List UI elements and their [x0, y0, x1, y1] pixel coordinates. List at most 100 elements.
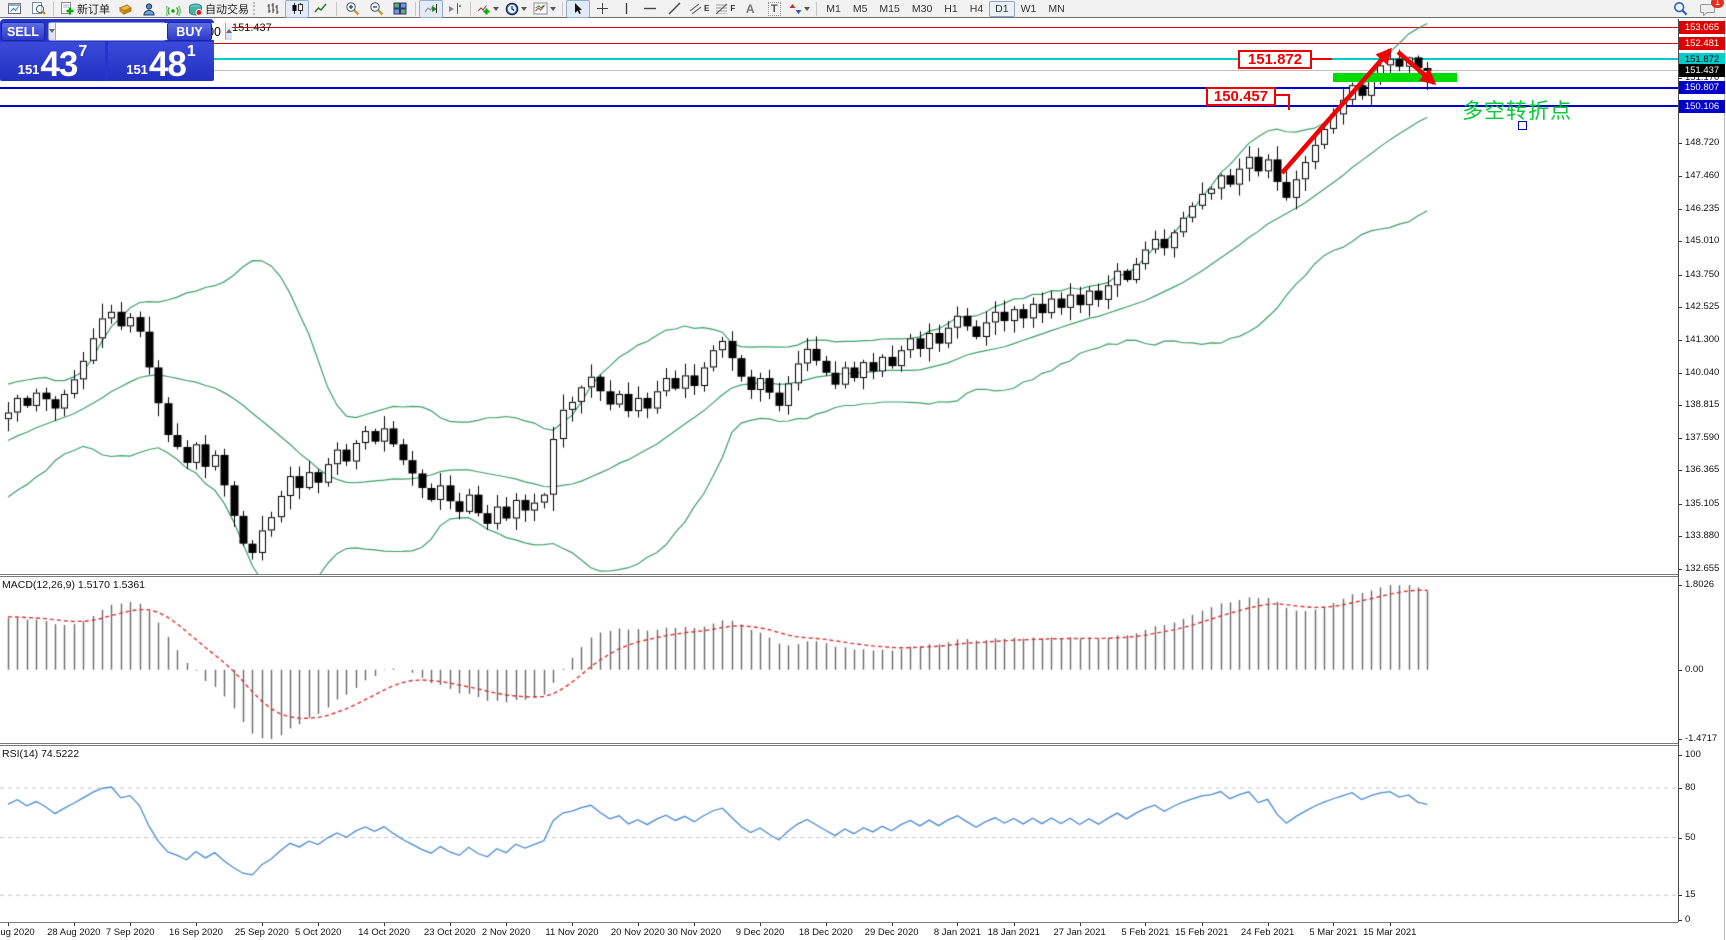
timeframe-m30[interactable]: M30 — [911, 2, 933, 15]
toolbar-separator — [562, 1, 563, 16]
signals-button[interactable] — [161, 0, 185, 18]
caret-up-icon — [226, 28, 232, 33]
bar-chart-mode-button[interactable] — [261, 0, 285, 18]
date-label: 30 Nov 2020 — [667, 927, 722, 938]
date-tickmark — [637, 922, 639, 926]
volume-decrement-button[interactable] — [49, 23, 55, 40]
toolbar-group-handle — [253, 2, 258, 15]
rsi-tick-0: 0 — [1685, 914, 1691, 925]
line-selection-handle[interactable] — [1518, 121, 1527, 130]
date-label: 9 Dec 2020 — [735, 927, 785, 938]
fibonacci-glyph: F — [730, 4, 736, 13]
line-chart-mode-button[interactable] — [309, 0, 333, 18]
timeframe-h4[interactable]: H4 — [969, 2, 984, 15]
pane-separator[interactable] — [0, 574, 1678, 575]
new-order-button[interactable]: 新订单 — [57, 0, 113, 18]
sell-price-button[interactable]: 151 43 7 — [0, 42, 105, 82]
date-label: 5 Feb 2021 — [1121, 927, 1170, 938]
price-tick-143.750: 143.750 — [1685, 268, 1720, 280]
date-label: 25 Sep 2020 — [234, 927, 289, 938]
buy-button[interactable]: BUY — [167, 22, 212, 41]
zoom-out-icon — [369, 2, 383, 16]
market-watch-zoom-icon[interactable] — [26, 0, 50, 18]
date-tickmark — [196, 922, 197, 926]
price-tick-140.040-tickmark — [1678, 373, 1682, 375]
price-tick-138.815-tickmark — [1678, 405, 1682, 407]
price-tick-132.655: 132.655 — [1685, 562, 1720, 574]
date-label: 7 Sep 2020 — [105, 927, 155, 938]
date-tickmark — [891, 922, 893, 926]
chart-shift-button[interactable] — [443, 0, 467, 18]
timeframe-d1[interactable]: D1 — [989, 0, 1015, 17]
rsi-canvas[interactable] — [0, 746, 1678, 922]
price-tick-141.300-tickmark — [1678, 339, 1682, 341]
pane-separator[interactable] — [0, 576, 1678, 577]
indicators-icon — [477, 5, 490, 15]
toolbar-separator — [53, 1, 54, 16]
window-right-edge — [1724, 19, 1725, 940]
date-label: 23 Oct 2020 — [423, 927, 476, 938]
text-label-tool-button[interactable]: T — [762, 0, 786, 18]
indicators-button[interactable] — [474, 0, 502, 18]
date-tickmark — [1267, 922, 1269, 926]
templates-button[interactable] — [530, 0, 559, 18]
date-tickmark — [957, 922, 959, 926]
fibonacci-tool-button[interactable]: F — [712, 0, 738, 18]
candlestick-icon — [292, 3, 303, 14]
timeframe-m1[interactable]: M1 — [826, 2, 841, 15]
timeframe-group: M1 M5 M15 M30 H1 H4 D1 W1 MN — [820, 0, 1070, 17]
pane-separator[interactable] — [0, 743, 1678, 744]
trendline-tool-button[interactable] — [662, 0, 686, 18]
timeframe-w1[interactable]: W1 — [1020, 2, 1037, 15]
shapes-tool-button[interactable] — [786, 0, 813, 18]
depth-of-market-button[interactable] — [137, 0, 161, 18]
vertical-line-tool-button[interactable] — [614, 0, 638, 18]
timeframe-h1[interactable]: H1 — [944, 2, 958, 15]
chart-window-glyph — [7, 3, 21, 14]
styles-button[interactable] — [113, 0, 137, 18]
equidistant-channel-tool-button[interactable]: E — [686, 0, 712, 18]
date-tickmark — [694, 922, 696, 926]
macd-tick-1.8026: 1.8026 — [1685, 579, 1715, 590]
support-price-label[interactable]: 150.457 — [1206, 87, 1276, 106]
autotrading-button[interactable]: 自动交易 — [185, 0, 252, 18]
date-label: 19 Aug 2020 — [0, 927, 35, 938]
toolbar-separator — [470, 1, 471, 16]
text-tool-button[interactable]: A — [738, 0, 762, 18]
crosshair-tool-button[interactable] — [590, 0, 614, 18]
turning-point-annotation[interactable]: 多空转折点 — [1462, 100, 1572, 123]
macd-tick--1.4717-tickmark — [1678, 738, 1682, 740]
notifications-button[interactable]: 1 — [1696, 0, 1724, 18]
pane-separator[interactable] — [0, 745, 1678, 746]
cursor-tool-button[interactable] — [566, 0, 590, 18]
search-button[interactable] — [1668, 0, 1692, 18]
resistance-zone-rectangle[interactable] — [1333, 73, 1457, 82]
buy-price-button[interactable]: 151 48 1 — [108, 42, 214, 82]
auto-scroll-button[interactable] — [419, 0, 443, 18]
main-price-canvas[interactable] — [0, 19, 1678, 575]
timeframe-m5[interactable]: M5 — [852, 2, 868, 15]
styles-icon — [118, 3, 132, 15]
new-order-label: 新订单 — [77, 3, 110, 16]
tile-windows-button[interactable] — [388, 0, 412, 18]
macd-canvas[interactable] — [0, 577, 1678, 744]
horizontal-line-tool-button[interactable] — [638, 0, 662, 18]
periods-button[interactable] — [502, 0, 530, 18]
zoom-in-button[interactable] — [340, 0, 364, 18]
zoom-out-button[interactable] — [364, 0, 388, 18]
volume-increment-button[interactable] — [226, 23, 232, 40]
resistance-price-label[interactable]: 151.872 — [1238, 50, 1312, 69]
timeframe-m15[interactable]: M15 — [879, 2, 900, 15]
timeframe-mn[interactable]: MN — [1048, 2, 1065, 15]
chart-window-icon[interactable] — [2, 0, 26, 18]
user-icon — [143, 2, 155, 15]
chart-area: GBPJPY-,Daily 151.656 151.732 150.770 15… — [0, 19, 1726, 940]
date-label: 18 Jan 2021 — [987, 927, 1040, 938]
candlestick-mode-button[interactable] — [285, 0, 309, 18]
auto-scroll-icon — [424, 4, 437, 13]
price-tick-142.525-tickmark — [1678, 307, 1682, 309]
date-label: 2 Nov 2020 — [481, 927, 531, 938]
sell-button[interactable]: SELL — [1, 22, 45, 41]
price-axis-line[interactable] — [1678, 19, 1679, 922]
rsi-tick-0-tickmark — [1678, 920, 1682, 921]
